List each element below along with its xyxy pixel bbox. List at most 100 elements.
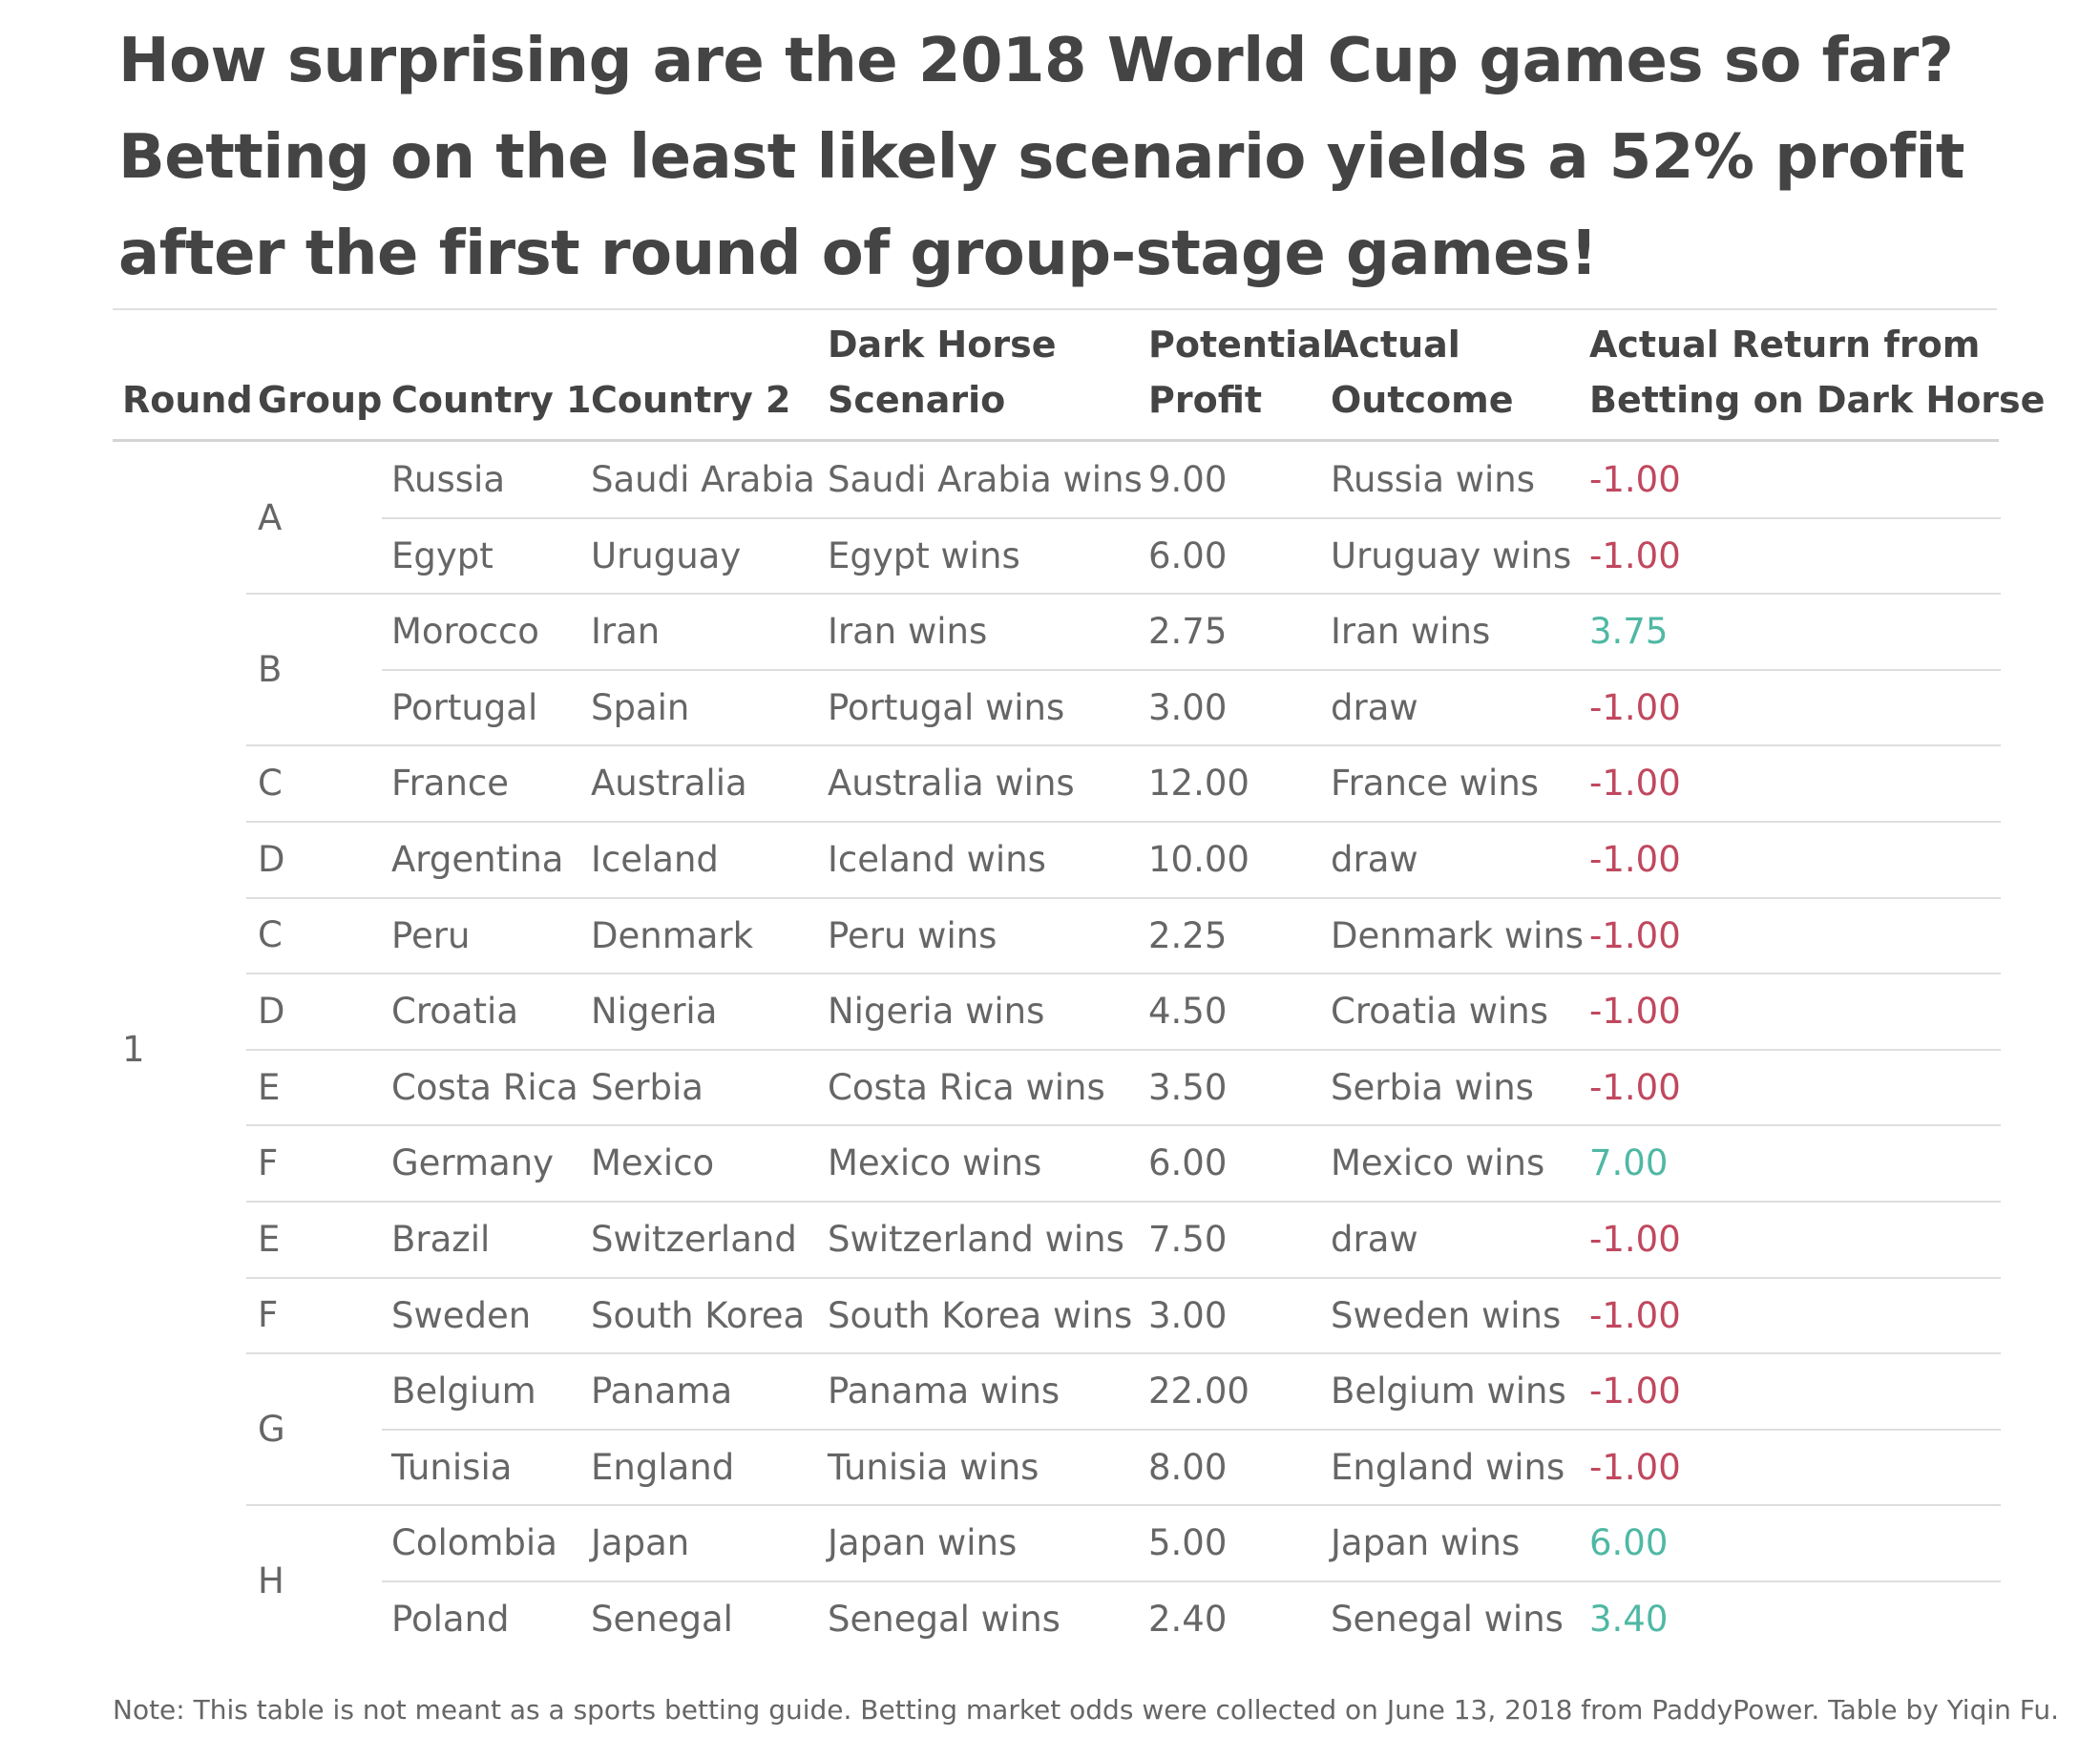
- cell-dark-horse-scenario: Iran wins: [828, 611, 988, 653]
- cell-actual-return: -1.00: [1589, 686, 1681, 728]
- row-divider: [382, 1428, 2001, 1431]
- cell-country2: Japan: [591, 1522, 690, 1564]
- header-profit-line1: Potential: [1148, 324, 1334, 366]
- cell-actual-return: -1.00: [1589, 534, 1681, 576]
- cell-dark-horse-scenario: Switzerland wins: [828, 1219, 1124, 1260]
- title-line-1: How surprising are the 2018 World Cup ga…: [118, 26, 1954, 96]
- header-round: Round: [122, 379, 253, 421]
- cell-dark-horse-scenario: Japan wins: [828, 1522, 1018, 1564]
- cell-country2: Iran: [591, 611, 661, 653]
- group-divider: [246, 593, 2001, 596]
- cell-country2: Australia: [591, 763, 747, 805]
- cell-group: E: [258, 1218, 281, 1260]
- cell-actual-return: -1.00: [1589, 1446, 1681, 1488]
- cell-actual-return: -1.00: [1589, 914, 1681, 956]
- header-outcome-line1: Actual: [1331, 324, 1460, 366]
- cell-potential-profit: 3.50: [1148, 1066, 1228, 1108]
- cell-dark-horse-scenario: Nigeria wins: [828, 991, 1045, 1033]
- row-divider: [382, 1580, 2001, 1582]
- cell-country2: Spain: [591, 686, 690, 728]
- cell-country1: Argentina: [391, 839, 564, 880]
- cell-country2: Denmark: [591, 914, 754, 956]
- cell-group: C: [258, 914, 283, 956]
- cell-dark-horse-scenario: Tunisia wins: [828, 1446, 1040, 1488]
- cell-country1: Colombia: [391, 1522, 557, 1564]
- cell-country1: Belgium: [391, 1371, 536, 1413]
- cell-actual-outcome: France wins: [1331, 763, 1540, 805]
- cell-actual-outcome: Denmark wins: [1331, 914, 1585, 956]
- cell-dark-horse-scenario: Panama wins: [828, 1371, 1060, 1413]
- cell-group: B: [258, 648, 283, 690]
- header-return-line2: Betting on Dark Horse: [1589, 379, 2046, 421]
- cell-group: A: [258, 496, 283, 538]
- cell-actual-return: 3.40: [1589, 1599, 1669, 1640]
- cell-country2: Iceland: [591, 839, 719, 880]
- header-profit-line2: Profit: [1148, 379, 1263, 421]
- group-divider: [246, 744, 2001, 747]
- cell-actual-return: 6.00: [1589, 1522, 1669, 1564]
- cell-dark-horse-scenario: Australia wins: [828, 763, 1075, 805]
- cell-country2: Mexico: [591, 1142, 715, 1184]
- cell-dark-horse-scenario: Costa Rica wins: [828, 1066, 1105, 1108]
- cell-country2: Uruguay: [591, 534, 742, 576]
- cell-country1: Poland: [391, 1599, 510, 1640]
- cell-potential-profit: 9.00: [1148, 459, 1228, 500]
- cell-group: D: [258, 991, 285, 1032]
- row-divider: [382, 668, 2001, 671]
- cell-country2: Senegal: [591, 1599, 733, 1640]
- cell-country1: Brazil: [391, 1219, 491, 1260]
- cell-country2: Saudi Arabia: [591, 459, 815, 500]
- cell-actual-return: -1.00: [1589, 1219, 1681, 1260]
- cell-potential-profit: 2.40: [1148, 1599, 1228, 1640]
- group-divider: [246, 1124, 2001, 1127]
- cell-country1: Russia: [391, 459, 506, 500]
- cell-actual-return: -1.00: [1589, 1371, 1681, 1413]
- cell-actual-return: -1.00: [1589, 763, 1681, 805]
- cell-potential-profit: 12.00: [1148, 763, 1250, 805]
- cell-group: E: [258, 1066, 281, 1108]
- cell-country1: Sweden: [391, 1294, 532, 1336]
- cell-actual-return: -1.00: [1589, 459, 1681, 500]
- cell-potential-profit: 10.00: [1148, 839, 1250, 880]
- cell-actual-outcome: Sweden wins: [1331, 1294, 1562, 1336]
- cell-actual-return: -1.00: [1589, 839, 1681, 880]
- group-divider: [246, 821, 2001, 823]
- cell-country2: England: [591, 1446, 735, 1488]
- cell-actual-return: -1.00: [1589, 1066, 1681, 1108]
- cell-potential-profit: 7.50: [1148, 1219, 1228, 1260]
- group-divider: [246, 1048, 2001, 1051]
- cell-group: H: [258, 1560, 284, 1601]
- cell-dark-horse-scenario: Saudi Arabia wins: [828, 459, 1143, 500]
- cell-actual-outcome: Serbia wins: [1331, 1066, 1534, 1108]
- cell-potential-profit: 22.00: [1148, 1371, 1250, 1413]
- cell-country2: Serbia: [591, 1066, 704, 1108]
- cell-potential-profit: 2.25: [1148, 914, 1228, 956]
- cell-actual-return: 7.00: [1589, 1142, 1669, 1184]
- cell-potential-profit: 8.00: [1148, 1446, 1228, 1488]
- cell-dark-horse-scenario: South Korea wins: [828, 1294, 1133, 1336]
- cell-country1: Costa Rica: [391, 1066, 578, 1108]
- cell-actual-return: 3.75: [1589, 611, 1669, 653]
- cell-actual-outcome: Japan wins: [1331, 1522, 1521, 1564]
- group-divider: [246, 1352, 2001, 1355]
- cell-actual-return: -1.00: [1589, 991, 1681, 1033]
- cell-country2: Switzerland: [591, 1219, 797, 1260]
- cell-group: D: [258, 838, 285, 880]
- group-divider: [246, 896, 2001, 899]
- cell-potential-profit: 2.75: [1148, 611, 1228, 653]
- cell-actual-outcome: Belgium wins: [1331, 1371, 1566, 1413]
- cell-actual-outcome: Russia wins: [1331, 459, 1536, 500]
- cell-country1: Portugal: [391, 686, 538, 728]
- header-dark-horse-line2: Scenario: [828, 379, 1006, 421]
- cell-actual-outcome: Croatia wins: [1331, 991, 1549, 1033]
- header-country1: Country 1: [391, 379, 592, 421]
- cell-group: G: [258, 1408, 285, 1450]
- chart-title: How surprising are the 2018 World Cup ga…: [118, 13, 2027, 303]
- group-divider: [246, 1504, 2001, 1507]
- cell-actual-outcome: England wins: [1331, 1446, 1565, 1488]
- header-dark-horse-line1: Dark Horse: [828, 324, 1057, 366]
- cell-country1: Peru: [391, 914, 471, 956]
- header-outcome-line2: Outcome: [1331, 379, 1514, 421]
- cell-actual-return: -1.00: [1589, 1294, 1681, 1336]
- cell-country2: South Korea: [591, 1294, 806, 1336]
